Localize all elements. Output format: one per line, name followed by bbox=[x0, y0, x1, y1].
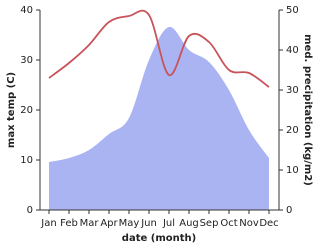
y2-axis-title: med. precipitation (kg/m2) bbox=[302, 34, 313, 186]
y-tick-label: 30 bbox=[20, 55, 33, 66]
x-axis-title: date (month) bbox=[122, 233, 196, 244]
temp-line bbox=[48, 9, 270, 88]
y-tick-label: 20 bbox=[20, 105, 33, 116]
y2-tick-label: 40 bbox=[286, 45, 299, 56]
y2-tick-label: 20 bbox=[286, 125, 299, 136]
x-tick-label: Apr bbox=[100, 218, 118, 229]
x-tick-label: Jun bbox=[140, 218, 157, 229]
x-tick-label: Dec bbox=[259, 218, 278, 229]
y2-tick-label: 0 bbox=[286, 205, 292, 216]
x-tick-label: Feb bbox=[60, 218, 78, 229]
x-tick-label: Aug bbox=[179, 218, 199, 229]
y-tick-label: 40 bbox=[20, 5, 33, 16]
y-tick-label: 10 bbox=[20, 155, 33, 166]
y-axis-title: max temp (C) bbox=[6, 72, 17, 148]
y2-tick-label: 50 bbox=[286, 5, 299, 16]
x-tick-label: Jan bbox=[40, 218, 56, 229]
precipitation-area bbox=[49, 26, 269, 211]
x-tick-label: Mar bbox=[80, 218, 100, 229]
x-tick-label: Jul bbox=[162, 218, 175, 229]
x-tick-label: Sep bbox=[200, 218, 219, 229]
chart: date (month) max temp (C) med. precipita… bbox=[6, 5, 313, 244]
x-tick-label: Oct bbox=[220, 218, 237, 229]
y2-tick-label: 10 bbox=[286, 165, 299, 176]
y2-tick-label: 30 bbox=[286, 85, 299, 96]
x-tick-label: Nov bbox=[239, 218, 259, 229]
x-tick-label: May bbox=[119, 218, 140, 229]
y-tick-label: 0 bbox=[27, 205, 33, 216]
